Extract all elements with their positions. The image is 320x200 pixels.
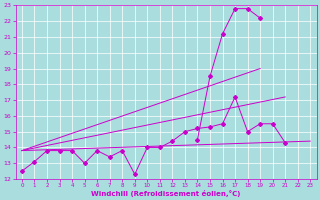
X-axis label: Windchill (Refroidissement éolien,°C): Windchill (Refroidissement éolien,°C) [92, 190, 241, 197]
